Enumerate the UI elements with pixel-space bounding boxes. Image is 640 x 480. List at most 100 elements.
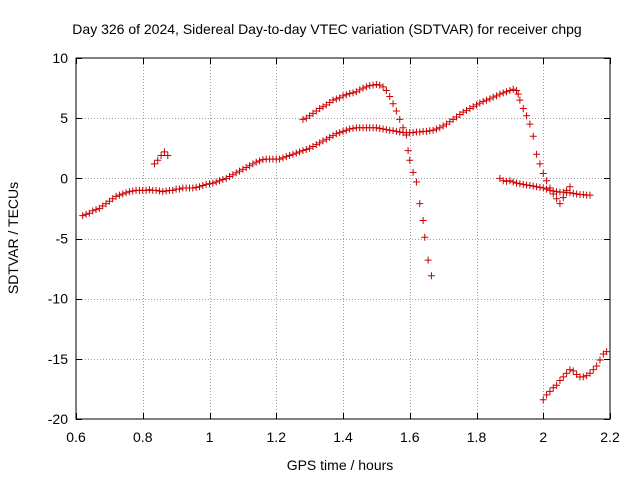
data-point [329,96,337,104]
data-point [469,103,477,111]
data-point [369,81,377,89]
data-point [199,182,207,190]
data-point [229,171,237,179]
data-point [389,100,397,108]
data-point [559,188,567,196]
data-point [232,169,240,177]
data-point [556,376,564,384]
data-point [372,80,380,88]
data-point [362,83,370,91]
data-point [516,180,524,188]
data-point [462,106,470,114]
data-point [586,191,594,199]
data-point [154,156,162,164]
data-point [346,89,354,97]
x-tick-label: 1.8 [467,429,487,445]
data-point [189,184,197,192]
data-point [219,176,227,184]
data-point [376,81,384,89]
data-point [589,366,597,374]
data-point [396,128,404,136]
data-point [416,128,424,136]
data-point [160,148,168,156]
data-point [125,188,133,196]
y-axis-label: SDTVAR / TECUs [5,182,21,294]
data-point [489,93,497,101]
data-point [459,108,467,116]
data-point [513,86,521,94]
y-tick-label: -20 [48,411,68,427]
data-point [336,129,344,137]
data-point [563,369,571,377]
data-point [546,387,554,395]
x-tick-label: 2 [539,429,547,445]
data-point [329,132,337,140]
data-point [506,177,514,185]
data-point [299,147,307,155]
data-points [79,80,611,404]
y-tick-labels: -20 -15 -10 -5 0 5 10 [48,50,68,427]
data-point [427,272,435,280]
x-tick-label: 0.8 [133,429,153,445]
data-point [129,187,137,195]
data-point [145,186,153,194]
data-point [539,396,547,404]
data-point [392,127,400,135]
data-point [416,200,424,208]
data-point [539,184,547,192]
data-point [316,139,324,147]
data-point [526,120,534,128]
data-point [209,179,217,187]
data-point [382,126,390,134]
data-point [379,125,387,133]
data-point [195,183,203,191]
data-point [259,156,267,164]
data-point [553,188,561,196]
data-point [519,180,527,188]
data-point [392,107,400,115]
data-point [436,124,444,132]
data-point [499,177,507,185]
data-point [366,82,374,90]
data-point [319,103,327,111]
data-point [569,189,577,197]
data-point [546,186,554,194]
data-point [339,127,347,135]
data-point [226,173,234,181]
data-point [286,151,294,159]
data-point [429,126,437,134]
data-point [549,187,557,195]
data-point [162,187,170,195]
data-point [359,84,367,92]
data-point [519,105,527,113]
data-point [379,83,387,91]
data-point [556,200,564,208]
data-point [603,348,611,356]
data-point [593,362,601,370]
data-point [242,164,250,172]
data-point [352,88,360,96]
data-point [553,381,561,389]
data-point [212,178,220,186]
axis-ticks [76,58,611,420]
data-point [526,182,534,190]
data-point [246,162,254,170]
data-point [282,153,290,161]
data-point [499,89,507,97]
data-point [573,190,581,198]
data-point [543,177,551,185]
data-point [566,183,574,191]
data-point [529,132,537,140]
data-point [406,156,414,164]
data-point [543,185,551,193]
data-point [553,195,561,203]
data-point [79,212,87,220]
data-point [419,216,427,224]
data-point [322,135,330,143]
x-tick-label: 1.2 [267,429,287,445]
data-point [326,133,334,141]
data-point [476,99,484,107]
data-point [372,124,380,132]
data-point [82,210,90,218]
data-point [509,178,517,186]
